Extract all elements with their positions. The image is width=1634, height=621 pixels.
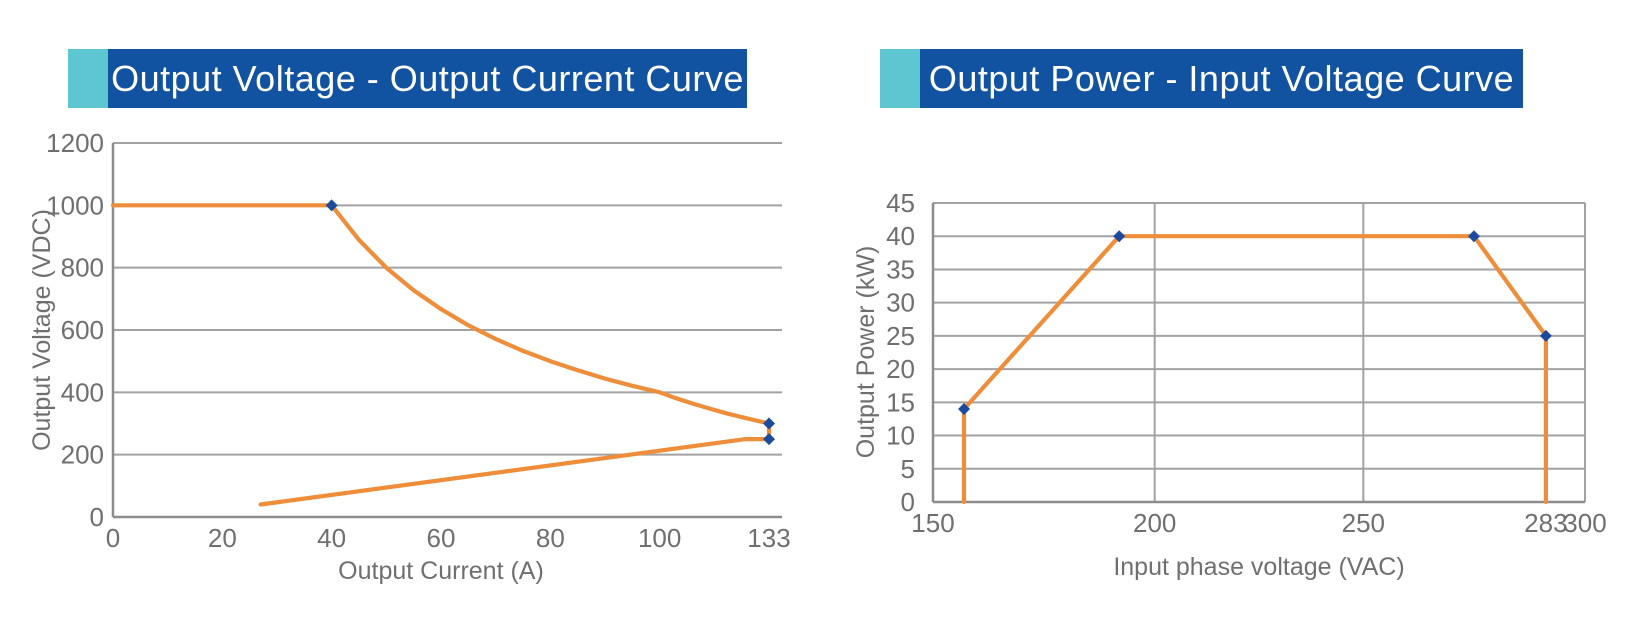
data-point-marker xyxy=(1539,329,1552,342)
data-point-marker xyxy=(1467,230,1480,243)
x-tick-label: 40 xyxy=(317,523,346,553)
y-tick-label: 30 xyxy=(886,288,915,318)
x-tick-label: 250 xyxy=(1342,508,1385,538)
y-tick-label: 400 xyxy=(61,377,104,407)
x-tick-label: 80 xyxy=(536,523,565,553)
data-point-marker xyxy=(958,402,971,415)
y-tick-label: 0 xyxy=(90,502,104,532)
x-axis-title: Output Current (A) xyxy=(338,557,544,585)
y-tick-label: 20 xyxy=(886,354,915,384)
y-tick-label: 35 xyxy=(886,254,915,284)
data-point-marker xyxy=(763,433,775,446)
x-tick-label: 100 xyxy=(638,523,681,553)
chart-title-power-voltage: Output Power - Input Voltage Curve xyxy=(928,57,1515,99)
y-tick-label: 1000 xyxy=(46,190,104,220)
y-tick-label: 0 xyxy=(901,487,915,517)
title-bar-background: Output Voltage - Output Current Curve xyxy=(108,49,747,108)
x-tick-label: 20 xyxy=(208,523,237,553)
series-cv-cp-upper-boundary xyxy=(110,203,772,442)
chart-title-voltage-current: Output Voltage - Output Current Curve xyxy=(111,57,744,99)
y-axis-title: Output Voltage (VDC) xyxy=(28,209,56,451)
y-tick-label: 1200 xyxy=(46,128,104,158)
y-tick-label: 25 xyxy=(886,321,915,351)
y-tick-label: 10 xyxy=(886,421,915,451)
y-tick-label: 5 xyxy=(901,454,915,484)
y-tick-label: 200 xyxy=(61,440,104,470)
data-point-marker xyxy=(763,417,775,430)
power-voltage-title-bar: Output Power - Input Voltage Curve xyxy=(880,49,1523,108)
x-axis-title: Input phase voltage (VAC) xyxy=(1113,553,1404,581)
y-axis-title: Output Power (kW) xyxy=(852,246,880,459)
series-lower-boundary xyxy=(258,437,772,507)
data-point-marker xyxy=(1113,230,1126,243)
title-accent-square xyxy=(68,49,108,108)
title-bar-background: Output Power - Input Voltage Curve xyxy=(920,49,1523,108)
y-tick-label: 15 xyxy=(886,387,915,417)
x-tick-label: 300 xyxy=(1563,508,1606,538)
x-tick-label: 200 xyxy=(1133,508,1176,538)
data-point-marker xyxy=(325,199,338,212)
voltage-current-title-bar: Output Voltage - Output Current Curve xyxy=(68,49,747,108)
y-tick-label: 40 xyxy=(886,221,915,251)
y-tick-label: 800 xyxy=(61,253,104,283)
series-power-envelope xyxy=(961,234,1549,505)
y-tick-label: 600 xyxy=(61,315,104,345)
output-voltage-output-current-chart: 0 200 400 600 800 1000 1200 0 20 40 60 80 100 133 Outp… xyxy=(28,128,791,585)
y-tick-label: 45 xyxy=(886,188,915,218)
x-tick-label: 133 xyxy=(747,523,790,553)
x-tick-label: 150 xyxy=(911,508,954,538)
x-tick-label: 283 xyxy=(1524,508,1567,538)
x-tick-label: 60 xyxy=(427,523,456,553)
x-tick-label: 0 xyxy=(106,523,120,553)
title-accent-square xyxy=(880,49,920,108)
